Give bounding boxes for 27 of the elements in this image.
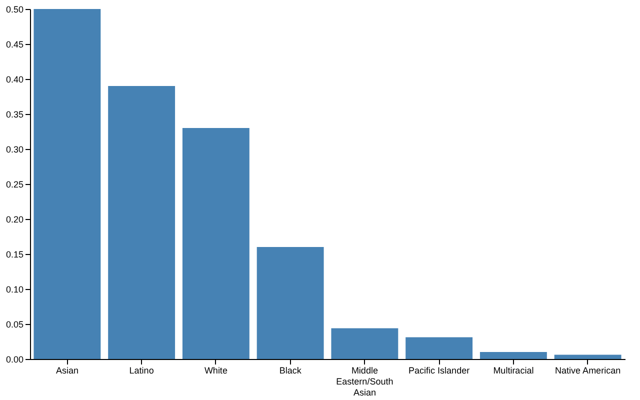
bar	[406, 337, 473, 359]
bar	[331, 328, 398, 359]
x-tick-label: Latino	[129, 366, 154, 376]
bar	[256, 247, 324, 359]
y-tick-label: 0.25	[6, 180, 24, 190]
bar	[108, 86, 176, 359]
bar	[554, 354, 622, 359]
y-tick-label: 0.10	[6, 284, 24, 294]
x-tick-label: Asian	[56, 366, 78, 376]
y-tick-label: 0.50	[6, 4, 24, 14]
x-tick-label: Middle Eastern/South Asian	[336, 366, 394, 398]
y-tick-label: 0.00	[6, 354, 24, 364]
y-tick-label: 0.05	[6, 320, 24, 330]
y-tick-label: 0.40	[6, 74, 24, 84]
x-tick-label: Pacific Islander	[408, 366, 470, 376]
x-tick-label: White	[204, 366, 228, 376]
bar	[480, 352, 547, 359]
x-tick-label: Native American	[555, 366, 621, 376]
y-tick-label: 0.20	[6, 214, 24, 224]
bar	[34, 9, 101, 359]
x-tick-label: Multiracial	[493, 366, 534, 376]
y-tick-label: 0.35	[6, 110, 24, 120]
bar	[182, 128, 250, 359]
y-tick-label: 0.45	[6, 40, 24, 50]
x-tick-label: Black	[279, 366, 302, 376]
y-tick-label: 0.15	[6, 250, 24, 260]
y-tick-label: 0.30	[6, 144, 24, 154]
